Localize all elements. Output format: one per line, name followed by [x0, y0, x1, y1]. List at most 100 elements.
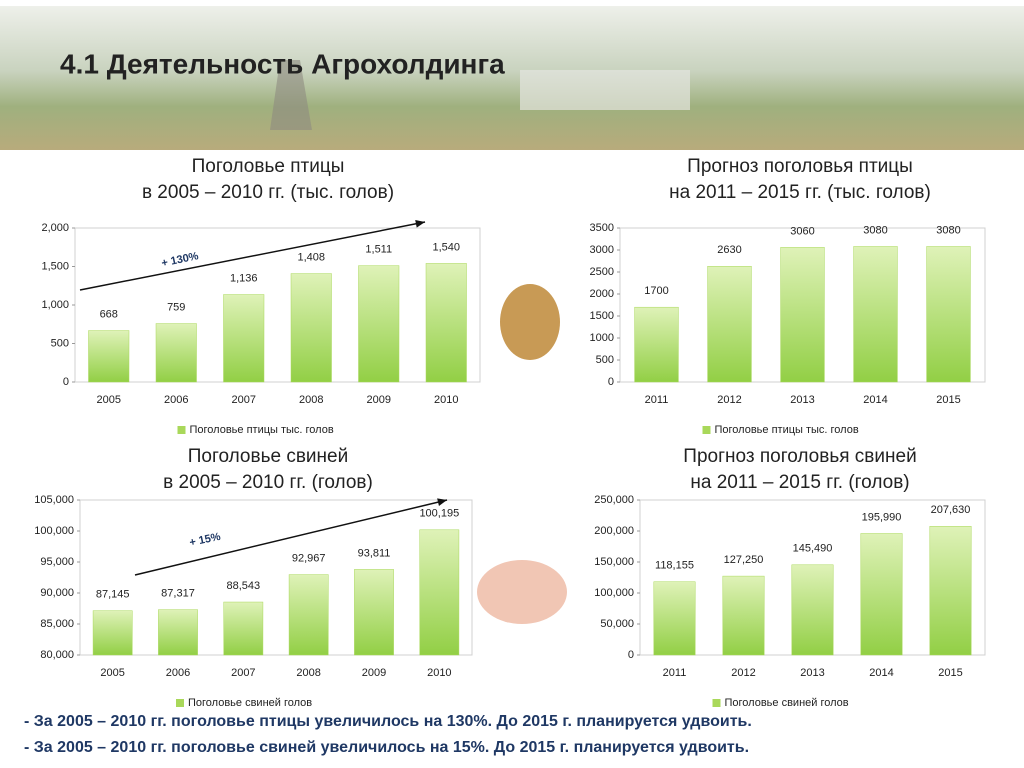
- x-tick-label: 2014: [869, 667, 893, 679]
- value-label: 145,490: [793, 543, 833, 555]
- y-tick-label: 50,000: [600, 618, 634, 630]
- arrow-head: [415, 219, 425, 228]
- x-tick-label: 2011: [663, 667, 687, 679]
- bar: [425, 263, 467, 383]
- bar: [791, 564, 834, 656]
- x-tick-label: 2007: [232, 394, 256, 406]
- pig: [477, 560, 567, 624]
- chart-title: Прогноз поголовья птицы: [687, 156, 913, 177]
- x-tick-label: 2006: [166, 667, 190, 679]
- y-tick-label: 150,000: [594, 556, 634, 568]
- value-label: 759: [167, 301, 185, 313]
- x-tick-label: 2013: [800, 667, 824, 679]
- legend-swatch: [177, 426, 186, 434]
- chicken: [500, 284, 560, 360]
- x-tick-label: 2015: [938, 667, 962, 679]
- bar: [358, 265, 400, 383]
- legend-swatch: [712, 699, 721, 707]
- legend-swatch: [702, 426, 711, 434]
- bar: [290, 273, 332, 383]
- x-tick-label: 2011: [645, 394, 669, 406]
- x-tick-label: 2012: [717, 394, 741, 406]
- x-tick-label: 2009: [362, 667, 386, 679]
- x-tick-label: 2005: [100, 667, 124, 679]
- y-tick-label: 80,000: [40, 649, 74, 661]
- value-label: 195,990: [862, 511, 902, 523]
- legend-label: Поголовье свиней голов: [725, 697, 849, 709]
- y-tick-label: 100,000: [34, 525, 74, 537]
- chart-title: Поголовье свиней: [188, 446, 348, 467]
- bar: [780, 247, 825, 383]
- value-label: 88,543: [227, 580, 261, 592]
- y-tick-label: 200,000: [594, 525, 634, 537]
- value-label: 92,967: [292, 553, 326, 565]
- y-tick-label: 1,000: [41, 299, 69, 311]
- x-tick-label: 2012: [731, 667, 755, 679]
- x-tick-label: 2010: [434, 394, 458, 406]
- y-tick-label: 3000: [590, 244, 614, 256]
- banner: [0, 6, 1024, 150]
- x-tick-label: 2007: [231, 667, 255, 679]
- x-tick-label: 2006: [164, 394, 188, 406]
- value-label: 1,408: [297, 251, 325, 263]
- y-tick-label: 2,000: [41, 222, 69, 234]
- slide-title: 4.1 Деятельность Агрохолдинга: [60, 48, 505, 79]
- y-tick-label: 2500: [590, 266, 614, 278]
- y-tick-label: 1500: [590, 310, 614, 322]
- note: - За 2005 – 2010 гг. поголовье птицы уве…: [24, 713, 752, 730]
- x-tick-label: 2008: [299, 394, 323, 406]
- y-tick-label: 1000: [590, 332, 614, 344]
- value-label: 1700: [644, 285, 668, 297]
- plot-frame: [79, 499, 473, 656]
- value-label: 3080: [936, 224, 960, 236]
- x-tick-label: 2009: [367, 394, 391, 406]
- bar: [926, 246, 971, 383]
- value-label: 1,540: [432, 241, 460, 253]
- bar: [929, 526, 972, 656]
- value-label: 87,145: [96, 589, 130, 601]
- legend-label: Поголовье птицы тыс. голов: [190, 424, 334, 436]
- x-tick-label: 2014: [863, 394, 887, 406]
- legend-label: Поголовье свиней голов: [188, 697, 312, 709]
- y-tick-label: 0: [628, 649, 634, 661]
- bar: [653, 581, 696, 656]
- bar: [634, 306, 679, 383]
- y-tick-label: 3500: [590, 222, 614, 234]
- y-tick-label: 100,000: [594, 587, 634, 599]
- trend-arrow: [134, 499, 448, 576]
- bar: [155, 323, 197, 383]
- y-tick-label: 85,000: [40, 618, 74, 630]
- value-label: 3080: [863, 224, 887, 236]
- bar: [354, 569, 394, 656]
- house: [520, 70, 690, 110]
- bar: [707, 266, 752, 383]
- chart-title: в 2005 – 2010 гг. (голов): [163, 472, 373, 493]
- arrow-head: [437, 498, 447, 506]
- value-label: 127,250: [724, 554, 764, 566]
- bar: [223, 294, 265, 383]
- trend-arrow: [79, 221, 426, 291]
- chart-title: Прогноз поголовья свиней: [683, 446, 916, 467]
- y-tick-label: 2000: [590, 288, 614, 300]
- y-tick-label: 95,000: [40, 556, 74, 568]
- bar: [88, 330, 130, 383]
- x-tick-label: 2008: [296, 667, 320, 679]
- y-tick-label: 105,000: [34, 494, 74, 506]
- value-label: 207,630: [931, 504, 971, 516]
- value-label: 87,317: [161, 588, 195, 600]
- y-tick-label: 250,000: [594, 494, 634, 506]
- chart-title: на 2011 – 2015 гг. (голов): [690, 472, 909, 493]
- y-tick-label: 1,500: [41, 260, 69, 272]
- x-tick-label: 2005: [97, 394, 121, 406]
- bar: [158, 609, 198, 656]
- value-label: 1,511: [365, 244, 392, 256]
- y-tick-label: 500: [596, 354, 614, 366]
- value-label: 93,811: [358, 547, 391, 559]
- value-label: 100,195: [419, 508, 459, 520]
- value-label: 668: [100, 308, 118, 320]
- legend-swatch: [176, 699, 184, 707]
- value-label: 118,155: [655, 560, 694, 572]
- y-tick-label: 90,000: [40, 587, 74, 599]
- windmill: [270, 60, 312, 130]
